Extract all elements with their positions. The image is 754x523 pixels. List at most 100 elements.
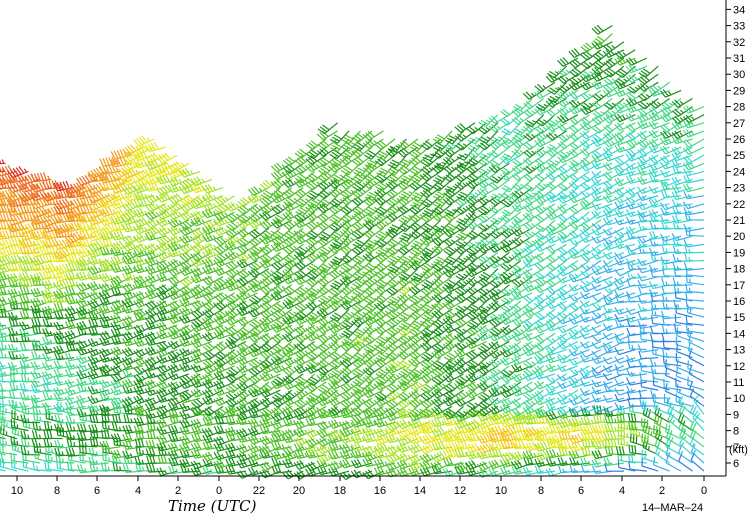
wind-barb [111, 422, 132, 432]
wind-barb [121, 396, 144, 407]
wind-barb [604, 445, 624, 456]
wind-barb [614, 227, 636, 237]
wind-barb [660, 145, 682, 155]
wind-barb [133, 291, 155, 301]
wind-barb [110, 275, 132, 286]
wind-barb [144, 243, 167, 254]
wind-barb [328, 243, 350, 254]
wind-barb [98, 348, 121, 357]
wind-barb [7, 181, 29, 193]
wind-barb [568, 417, 590, 428]
wind-barb [690, 444, 705, 464]
wind-barb [87, 222, 109, 234]
wind-barb [270, 290, 293, 301]
wind-barb [523, 227, 545, 239]
wind-barb [213, 386, 235, 397]
x-tick-label: 10 [495, 485, 507, 497]
wind-barb [545, 211, 567, 221]
wind-barb [626, 359, 647, 368]
wind-barb [591, 81, 613, 90]
wind-barb [328, 268, 350, 279]
wind-barb [385, 146, 407, 158]
wind-barb [328, 388, 350, 399]
wind-barb [580, 211, 602, 223]
wind-barb [648, 138, 670, 148]
wind-barb [581, 438, 602, 448]
wind-barb [271, 251, 293, 264]
wind-barb [283, 308, 304, 321]
wind-barb [42, 294, 63, 304]
wind-barb [99, 246, 121, 256]
wind-barb [0, 212, 18, 222]
wind-barb [454, 324, 476, 336]
wind-barb [0, 332, 18, 343]
wind-barb [420, 195, 442, 208]
wind-barb [568, 114, 590, 125]
wind-barb [500, 260, 522, 272]
wind-barb [626, 334, 647, 343]
wind-barb [488, 122, 510, 133]
wind-barb [7, 278, 29, 288]
wind-barb [591, 98, 613, 109]
wind-barb [690, 404, 705, 423]
wind-barb [339, 470, 361, 481]
wind-barb [534, 441, 556, 452]
wind-barb [247, 193, 270, 204]
wind-barb [684, 253, 705, 262]
wind-barb [53, 222, 75, 235]
wind-barb [522, 441, 544, 452]
wind-barb [477, 154, 499, 167]
wind-barb [41, 262, 63, 274]
wind-barb [431, 440, 453, 451]
wind-barb [167, 234, 190, 245]
wind-barb [213, 195, 235, 206]
wind-barb [682, 161, 705, 171]
wind-barb [580, 416, 602, 426]
wind-barb [247, 387, 270, 398]
wind-barb [626, 278, 647, 287]
wind-barb [524, 179, 545, 192]
wind-barb [626, 368, 647, 377]
wind-barb [236, 389, 258, 400]
wind-barb [673, 283, 693, 294]
wind-barb [396, 459, 419, 470]
wind-barb [30, 247, 52, 258]
wind-barb [431, 292, 453, 303]
wind-barb [683, 138, 705, 148]
wind-barb [190, 227, 213, 238]
wind-barb [156, 250, 178, 261]
wind-barb [477, 170, 499, 183]
wind-barb [167, 381, 190, 391]
wind-barb [156, 329, 178, 340]
wind-barb [385, 187, 407, 199]
wind-barb [683, 223, 705, 232]
wind-barb [557, 457, 579, 467]
wind-barb [592, 439, 613, 450]
wind-barb [409, 211, 430, 223]
wind-barb [454, 243, 476, 255]
wind-barb [387, 154, 407, 169]
wind-barb [465, 349, 487, 360]
wind-barb [7, 311, 29, 321]
wind-barb [625, 168, 647, 177]
wind-barb [259, 243, 281, 255]
wind-barb [121, 240, 144, 252]
wind-barb [248, 341, 270, 353]
wind-barb [283, 292, 304, 306]
wind-barb [351, 227, 373, 240]
wind-barb [282, 162, 304, 174]
wind-barb [637, 113, 659, 123]
wind-barb [453, 461, 476, 472]
wind-barb [385, 467, 407, 478]
wind-barb [293, 178, 315, 188]
wind-barb [617, 435, 636, 448]
wind-barb [31, 351, 52, 360]
wind-barb [19, 245, 40, 255]
wind-barb [41, 206, 63, 218]
wind-barb [637, 89, 659, 102]
wind-barb [499, 404, 522, 414]
wind-barb [671, 121, 693, 131]
wind-barb [133, 143, 155, 155]
wind-barb [522, 347, 544, 357]
wind-barb [362, 243, 384, 254]
